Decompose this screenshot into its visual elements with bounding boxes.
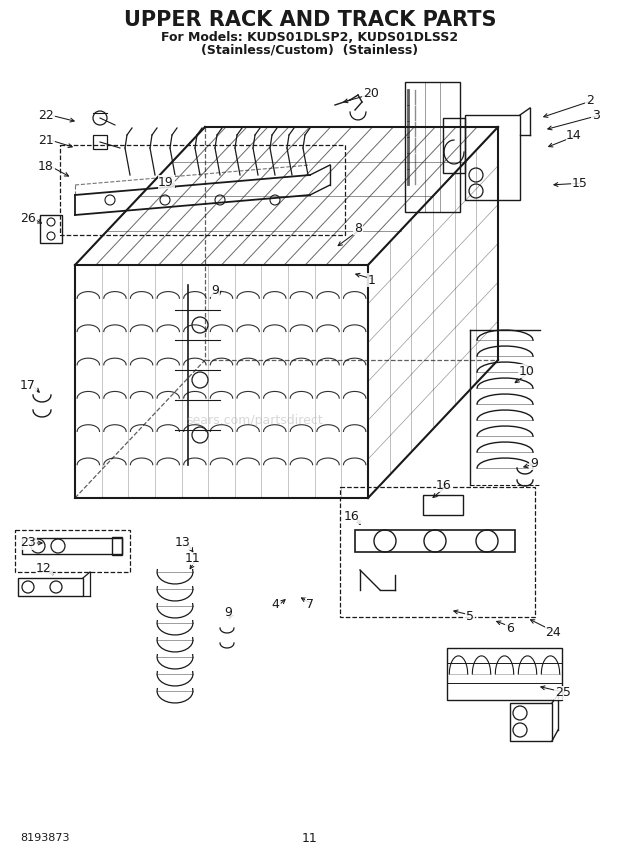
Text: 12: 12	[36, 562, 52, 574]
Text: 23: 23	[20, 537, 36, 550]
Bar	[60, 145, 345, 235]
Bar	[443, 118, 465, 173]
Text: 19: 19	[158, 175, 174, 188]
Bar	[22, 538, 122, 554]
Text: 16: 16	[344, 510, 360, 524]
Text: 4: 4	[271, 598, 279, 611]
Bar	[93, 135, 107, 149]
Text: 20: 20	[363, 86, 379, 99]
Text: 25: 25	[555, 687, 571, 699]
Text: 24: 24	[545, 627, 561, 639]
Text: 6: 6	[506, 621, 514, 634]
Text: 9: 9	[211, 283, 219, 296]
Text: 18: 18	[38, 159, 54, 173]
Text: 22: 22	[38, 109, 54, 122]
Bar	[18, 578, 83, 596]
Text: 1: 1	[368, 274, 376, 287]
Text: 11: 11	[185, 551, 201, 564]
Text: 10: 10	[519, 365, 535, 377]
Bar	[340, 487, 535, 617]
Text: UPPER RACK AND TRACK PARTS: UPPER RACK AND TRACK PARTS	[124, 10, 496, 30]
Text: (Stainless/Custom)  (Stainless): (Stainless/Custom) (Stainless)	[202, 44, 418, 56]
Text: 5: 5	[466, 609, 474, 622]
Bar	[40, 215, 62, 243]
Text: 2: 2	[586, 93, 594, 106]
Text: 11: 11	[302, 831, 318, 845]
Text: sears.com/partsdirect: sears.com/partsdirect	[187, 413, 324, 426]
Bar	[112, 537, 122, 555]
Text: 13: 13	[175, 537, 191, 550]
Text: 16: 16	[436, 479, 452, 491]
Bar	[465, 115, 520, 200]
Text: 21: 21	[38, 134, 54, 146]
Bar	[423, 495, 463, 515]
Bar	[447, 648, 562, 700]
Text: 26: 26	[20, 211, 36, 224]
Bar	[405, 82, 460, 212]
Text: For Models: KUDS01DLSP2, KUDS01DLSS2: For Models: KUDS01DLSP2, KUDS01DLSS2	[161, 31, 459, 44]
Text: 7: 7	[306, 598, 314, 611]
Bar	[355, 530, 515, 552]
Text: 3: 3	[592, 109, 600, 122]
Text: 9: 9	[530, 456, 538, 469]
Text: 8: 8	[354, 222, 362, 235]
Text: 15: 15	[572, 176, 588, 189]
Text: 8193873: 8193873	[20, 833, 69, 843]
Text: 14: 14	[566, 128, 582, 141]
Bar	[15, 530, 130, 572]
Text: 9: 9	[224, 605, 232, 619]
Text: 17: 17	[20, 378, 36, 391]
Bar	[510, 703, 552, 741]
